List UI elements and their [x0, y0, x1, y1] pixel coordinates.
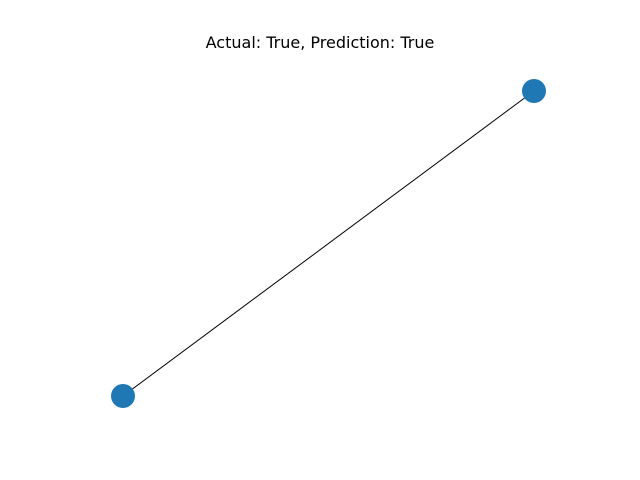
nodes-layer — [111, 79, 546, 408]
graph-node-0 — [111, 384, 135, 408]
graph-node-1 — [522, 79, 546, 103]
figure-title: Actual: True, Prediction: True — [205, 33, 435, 52]
graph-edge-0 — [122, 90, 535, 397]
edges-layer — [122, 90, 535, 397]
